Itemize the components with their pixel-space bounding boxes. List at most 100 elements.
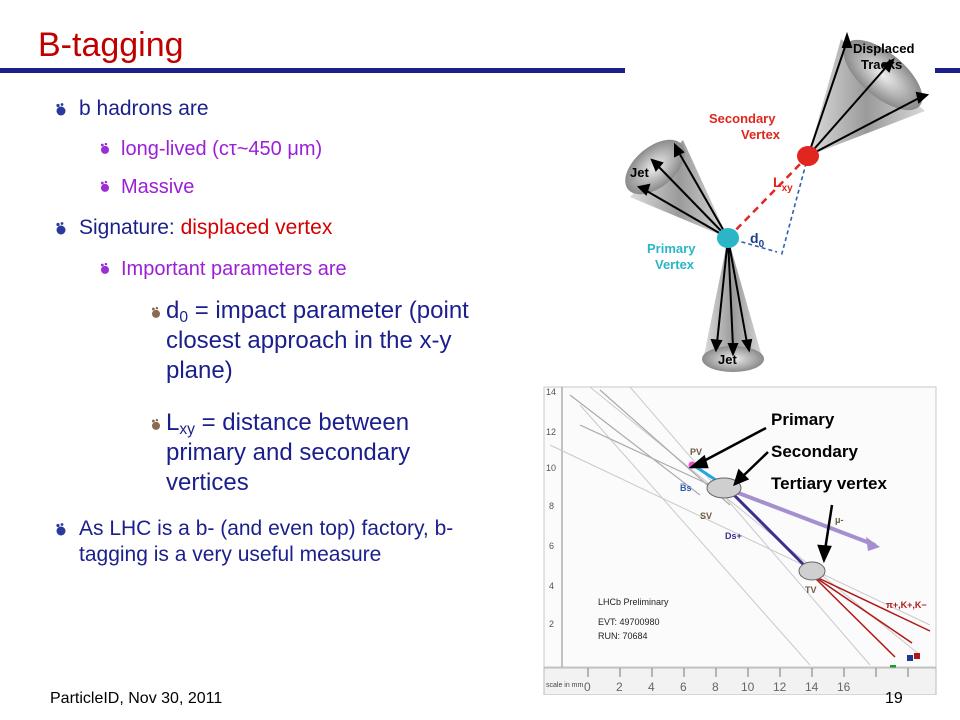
- bullet-text: b hadrons are: [79, 97, 209, 120]
- displaced-vertex-diagram: Displaced Tracks Secondary Vertex Jet Je…: [625, 25, 935, 375]
- y-tick: 4: [549, 581, 554, 591]
- scale-ruler: [543, 667, 937, 695]
- signature-label: Signature:: [79, 216, 181, 239]
- label-secondary: Secondary: [709, 111, 776, 126]
- y-tick: 12: [546, 427, 556, 437]
- bullet-lhc-factory: As LHC is a b- (and even top) factory, b…: [52, 516, 482, 568]
- x-tick: 0: [584, 680, 591, 694]
- label-tracks: Tracks: [861, 57, 902, 72]
- bullet-text: long-lived (cτ~450 μm): [121, 138, 323, 160]
- lhcb-event-display: 14 12 10 8 6 4 2 PV B̅s SV Ds+ μ- TV π+,…: [540, 385, 940, 695]
- bullet-dot-icon: [56, 523, 66, 536]
- jet-left-tracks: [636, 142, 729, 239]
- displaced-tracks: [807, 31, 930, 157]
- label-jet-left: Jet: [630, 165, 649, 180]
- bullet-text: As LHC is a b- (and even top) factory, b…: [79, 517, 454, 566]
- d0-symbol: d: [166, 297, 180, 324]
- y-tick: 10: [546, 463, 556, 473]
- bullet-lxy: Lxy = distance between primary and secon…: [148, 408, 493, 498]
- bullet-signature: Signature: displaced vertex: [52, 215, 332, 241]
- tertiary-arrow-head-icon: [817, 544, 832, 564]
- label-evt: EVT: 49700980: [598, 617, 660, 627]
- jet-bottom-tracks: [710, 237, 753, 357]
- bullet-text: d0 = impact parameter (point closest app…: [166, 296, 493, 386]
- label-sv: SV: [700, 511, 712, 521]
- primary-arrow-head-icon: [688, 454, 709, 469]
- primary-vertex-dot: [717, 228, 739, 248]
- y-tick-labels: 14 12 10 8 6 4 2: [546, 387, 556, 629]
- bullet-long-lived: long-lived (cτ~450 μm): [97, 136, 322, 162]
- lxy-definition: = distance between primary and secondary…: [166, 409, 411, 496]
- event-labels: PV B̅s SV Ds+ μ- TV π+,K+,K−: [680, 447, 927, 610]
- overlay-primary: Primary: [771, 410, 835, 429]
- detector-marker: [914, 653, 920, 659]
- label-mu: μ-: [835, 515, 844, 525]
- label-scale: scale in mm: [546, 682, 584, 689]
- tertiary-tracks: [811, 574, 931, 658]
- overlay-tertiary: Tertiary vertex: [771, 474, 887, 493]
- x-tick-labels: 0 2 4 6 8 10 12 14 16: [584, 680, 851, 694]
- slide-title: B-tagging: [38, 26, 184, 64]
- label-lhcb-preliminary: LHCb Preliminary: [598, 597, 669, 607]
- y-tick: 6: [549, 541, 554, 551]
- track-extrapolation-line: [780, 155, 809, 258]
- ds-flight-line: [726, 487, 810, 571]
- bullet-dot-icon: [100, 180, 109, 192]
- label-tv: TV: [805, 585, 817, 595]
- jet-cone-bottom-cap: [702, 346, 764, 372]
- bullet-dot-icon: [100, 142, 109, 154]
- label-bs: B̅s: [680, 483, 692, 493]
- overlay-secondary: Secondary: [771, 442, 858, 461]
- x-tick: 2: [616, 680, 623, 694]
- bullet-dot-icon: [151, 306, 160, 318]
- event-frame: [543, 386, 937, 668]
- y-tick: 14: [546, 387, 556, 397]
- label-run: RUN: 70684: [598, 631, 648, 641]
- bullet-text: Massive: [121, 176, 195, 198]
- muon-arrow-icon: [866, 537, 880, 551]
- primary-arrow: [699, 426, 767, 465]
- bullet-text: Lxy = distance between primary and secon…: [166, 408, 493, 498]
- displaced-cone-cap: [843, 39, 923, 111]
- secondary-vertex-dot: [797, 146, 819, 166]
- y-tick: 8: [549, 501, 554, 511]
- ruler-ticks: [587, 668, 909, 677]
- x-tick: 16: [837, 680, 851, 694]
- lxy-subscript: xy: [179, 421, 195, 438]
- label-jet-bottom: Jet: [718, 352, 737, 367]
- x-tick: 6: [680, 680, 687, 694]
- label-primary-vertex: Vertex: [655, 257, 695, 272]
- label-displaced: Displaced: [853, 41, 914, 56]
- secondary-arrow: [740, 451, 769, 479]
- label-lxy-main: Lxy: [773, 174, 793, 194]
- sv-ellipse: [706, 477, 742, 499]
- d0-subscript: 0: [179, 309, 189, 326]
- signature-highlight: displaced vertex: [180, 216, 333, 239]
- bullet-dot-icon: [100, 262, 109, 274]
- label-vertex: Vertex: [741, 127, 781, 142]
- bullet-d0: d0 = impact parameter (point closest app…: [148, 296, 493, 386]
- page-number: 19: [885, 690, 903, 707]
- x-tick: 10: [741, 680, 755, 694]
- footer-left: ParticleID, Nov 30, 2011: [50, 690, 223, 707]
- bullet-text: Important parameters are: [121, 258, 347, 280]
- tertiary-arrow: [823, 504, 834, 551]
- muon-track: [727, 487, 876, 547]
- y-tick: 2: [549, 619, 554, 629]
- label-ds: Ds+: [725, 531, 742, 541]
- label-primary: Primary: [647, 241, 696, 256]
- bullet-dot-icon: [56, 222, 66, 235]
- bullet-b-hadrons: b hadrons are: [52, 96, 512, 122]
- bullet-massive: Massive: [97, 174, 194, 200]
- detector-marker: [907, 655, 913, 661]
- tv-ellipse: [798, 561, 826, 581]
- secondary-arrow-head-icon: [733, 468, 750, 487]
- label-d0-main: d0: [750, 230, 765, 250]
- bullet-dot-icon: [151, 418, 160, 430]
- x-tick: 14: [805, 680, 819, 694]
- bullet-important-params: Important parameters are: [97, 256, 347, 282]
- x-tick: 12: [773, 680, 787, 694]
- title-rule: [0, 68, 960, 73]
- bullet-text: Signature: displaced vertex: [79, 215, 332, 241]
